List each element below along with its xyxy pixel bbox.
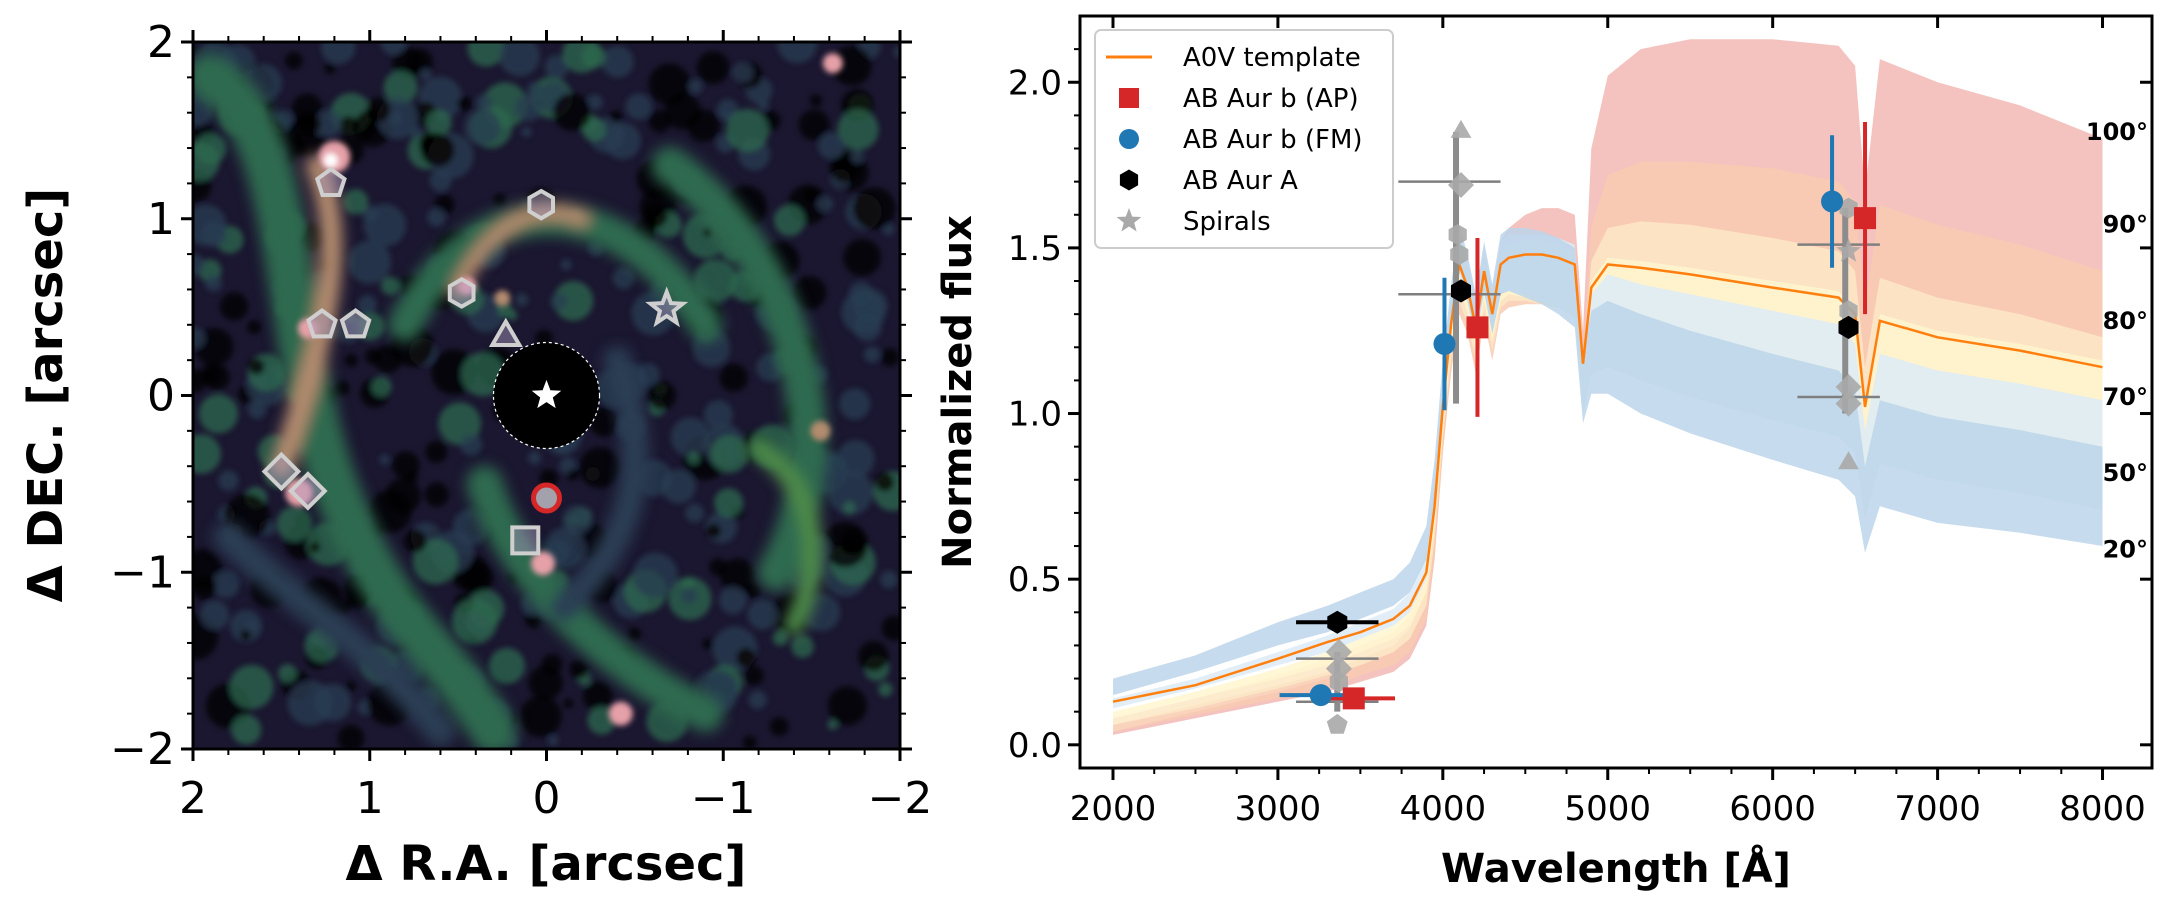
spiral-marker-square <box>510 525 541 556</box>
image-x-tick-label: −1 <box>691 773 756 824</box>
data-point-spirals <box>1448 224 1467 246</box>
spectrum-frame <box>1078 14 2154 770</box>
spectrum-panel: 100° 90° 80° 70° 50° 20° 2000 3000 4000 5000 6000… <box>935 14 2154 892</box>
spectrum-x-axis-label: Wavelength [Å] <box>1441 843 1791 892</box>
inclination-label: 50° <box>2103 459 2148 487</box>
data-point-spirals <box>1838 451 1859 470</box>
coronagraph-image-panel: 2 1 0 −1 −2 −2 −1 0 1 2 Δ R.A. [arcsec] Δ DEC. [a… <box>18 17 932 892</box>
spectrum-x-tick-label: 2000 <box>1070 789 1157 829</box>
image-y-tick-label: −1 <box>110 547 175 598</box>
spectrum-x-tick-label: 7000 <box>1894 789 1981 829</box>
spectrum-y-tick-label: 0.5 <box>1008 560 1062 600</box>
legend-swatch-square <box>1119 88 1139 108</box>
legend: A0V template AB Aur b (AP) AB Aur b (FM) AB… <box>1094 29 1394 249</box>
data-point-spirals <box>1325 639 1352 666</box>
image-y-tick-label: 0 <box>147 371 175 422</box>
data-point-spirals <box>1447 171 1474 198</box>
inclination-labels: 100° 90° 80° 70° 50° 20° <box>2086 118 2148 563</box>
spectrum-axis-ticks: 2000 3000 4000 5000 6000 7000 8000 0.0 0.5 1.0 1.5… <box>1008 16 2152 829</box>
spectrum-x-tick-label: 4000 <box>1400 789 1487 829</box>
spectrum-y-tick-label: 0.0 <box>1008 726 1062 766</box>
spectrum-y-axis-label: Normalized flux <box>935 215 981 569</box>
image-y-tick-label: 1 <box>147 194 175 245</box>
legend-label: Spirals <box>1183 207 1271 237</box>
spiral-marker-hexagon <box>447 276 476 309</box>
legend-label: AB Aur A <box>1183 166 1298 196</box>
image-y-tick-label: −2 <box>110 724 175 775</box>
data-point-ab-aur-b-ap- <box>1854 207 1877 230</box>
spectrum-y-tick-label: 2.0 <box>1008 63 1062 103</box>
spiral-marker-triangle <box>488 317 523 347</box>
inclination-label: 90° <box>2103 211 2148 239</box>
data-point-spirals <box>1326 713 1348 734</box>
legend-box <box>1094 29 1394 249</box>
spectrum-x-tick-label: 5000 <box>1564 789 1651 829</box>
spiral-arm-3 <box>450 204 590 298</box>
spiral-marker-hexagon <box>527 188 555 221</box>
inclination-band-5 <box>1113 224 2103 696</box>
data-point-ab-aur-b-fm- <box>1433 332 1456 355</box>
image-map <box>193 42 900 749</box>
spectrum-x-tick-label: 8000 <box>2059 789 2146 829</box>
data-point-spirals <box>1835 390 1862 417</box>
spiral-arm-8 <box>213 521 456 747</box>
spectrum-y-tick-label: 1.5 <box>1008 229 1062 269</box>
planet-marker <box>531 482 562 514</box>
spectrum-y-tick-label: 1.0 <box>1008 395 1062 435</box>
spiral-marker-diamond <box>261 451 302 492</box>
legend-swatch-hexagon <box>1119 169 1139 191</box>
legend-swatch-star <box>1116 208 1142 232</box>
data-point-spirals <box>1450 244 1469 265</box>
data-point-ab-aur-a <box>1327 610 1348 634</box>
inclination-label: 100° <box>2086 118 2148 146</box>
data-point-ab-aur-a <box>1838 315 1859 339</box>
inclination-band-4 <box>1113 234 2103 709</box>
spiral-marker-star <box>645 286 689 328</box>
spiral-marker-pentagon <box>339 308 372 339</box>
data-point-spirals <box>1839 197 1858 219</box>
image-axis-ticks: 2 1 0 −1 −2 −2 −1 0 1 2 <box>110 17 932 824</box>
data-point-ab-aur-b-fm- <box>1309 684 1332 707</box>
spectrum-x-tick-label: 6000 <box>1729 789 1816 829</box>
data-point-spirals <box>1839 300 1858 322</box>
host-star-marker <box>531 379 562 409</box>
data-point-spirals <box>1835 374 1862 401</box>
image-x-tick-label: −2 <box>868 773 933 824</box>
data-point-ab-aur-b-ap- <box>1466 316 1489 339</box>
image-x-axis-label: Δ R.A. [arcsec] <box>346 836 747 892</box>
legend-label: A0V template <box>1183 43 1361 73</box>
spiral-marker-diamond <box>288 471 328 511</box>
spectrum-x-tick-label: 3000 <box>1235 789 1322 829</box>
spiral-arm-7 <box>550 346 649 622</box>
data-point-spirals <box>1329 671 1348 693</box>
data-point-ab-aur-b-fm- <box>1821 190 1844 213</box>
data-point-spirals <box>1450 119 1472 138</box>
image-x-tick-label: 1 <box>356 773 384 824</box>
image-x-tick-label: 2 <box>179 773 207 824</box>
image-y-tick-label: 2 <box>147 17 175 68</box>
image-x-tick-label: 0 <box>533 773 561 824</box>
legend-label: AB Aur b (AP) <box>1183 84 1359 114</box>
inclination-label: 20° <box>2103 535 2148 563</box>
inclination-label: 70° <box>2103 383 2148 411</box>
spiral-arm-0 <box>193 54 517 749</box>
legend-swatch-circle <box>1119 129 1139 149</box>
data-point-ab-aur-b-ap- <box>1342 687 1365 710</box>
image-y-axis-label: Δ DEC. [arcsec] <box>18 188 74 603</box>
inclination-label: 80° <box>2103 307 2148 335</box>
spiral-marker-pentagon <box>314 166 347 197</box>
spiral-marker-pentagon <box>306 308 338 339</box>
data-point-ab-aur-a <box>1451 279 1471 303</box>
spiral-arms <box>193 54 827 749</box>
photometry-points <box>1309 119 1877 734</box>
spiral-arm-5 <box>748 438 823 636</box>
spiral-arm-1 <box>270 154 343 478</box>
data-point-spirals <box>1836 238 1861 262</box>
legend-label: AB Aur b (FM) <box>1183 125 1363 155</box>
image-markers <box>261 166 689 556</box>
